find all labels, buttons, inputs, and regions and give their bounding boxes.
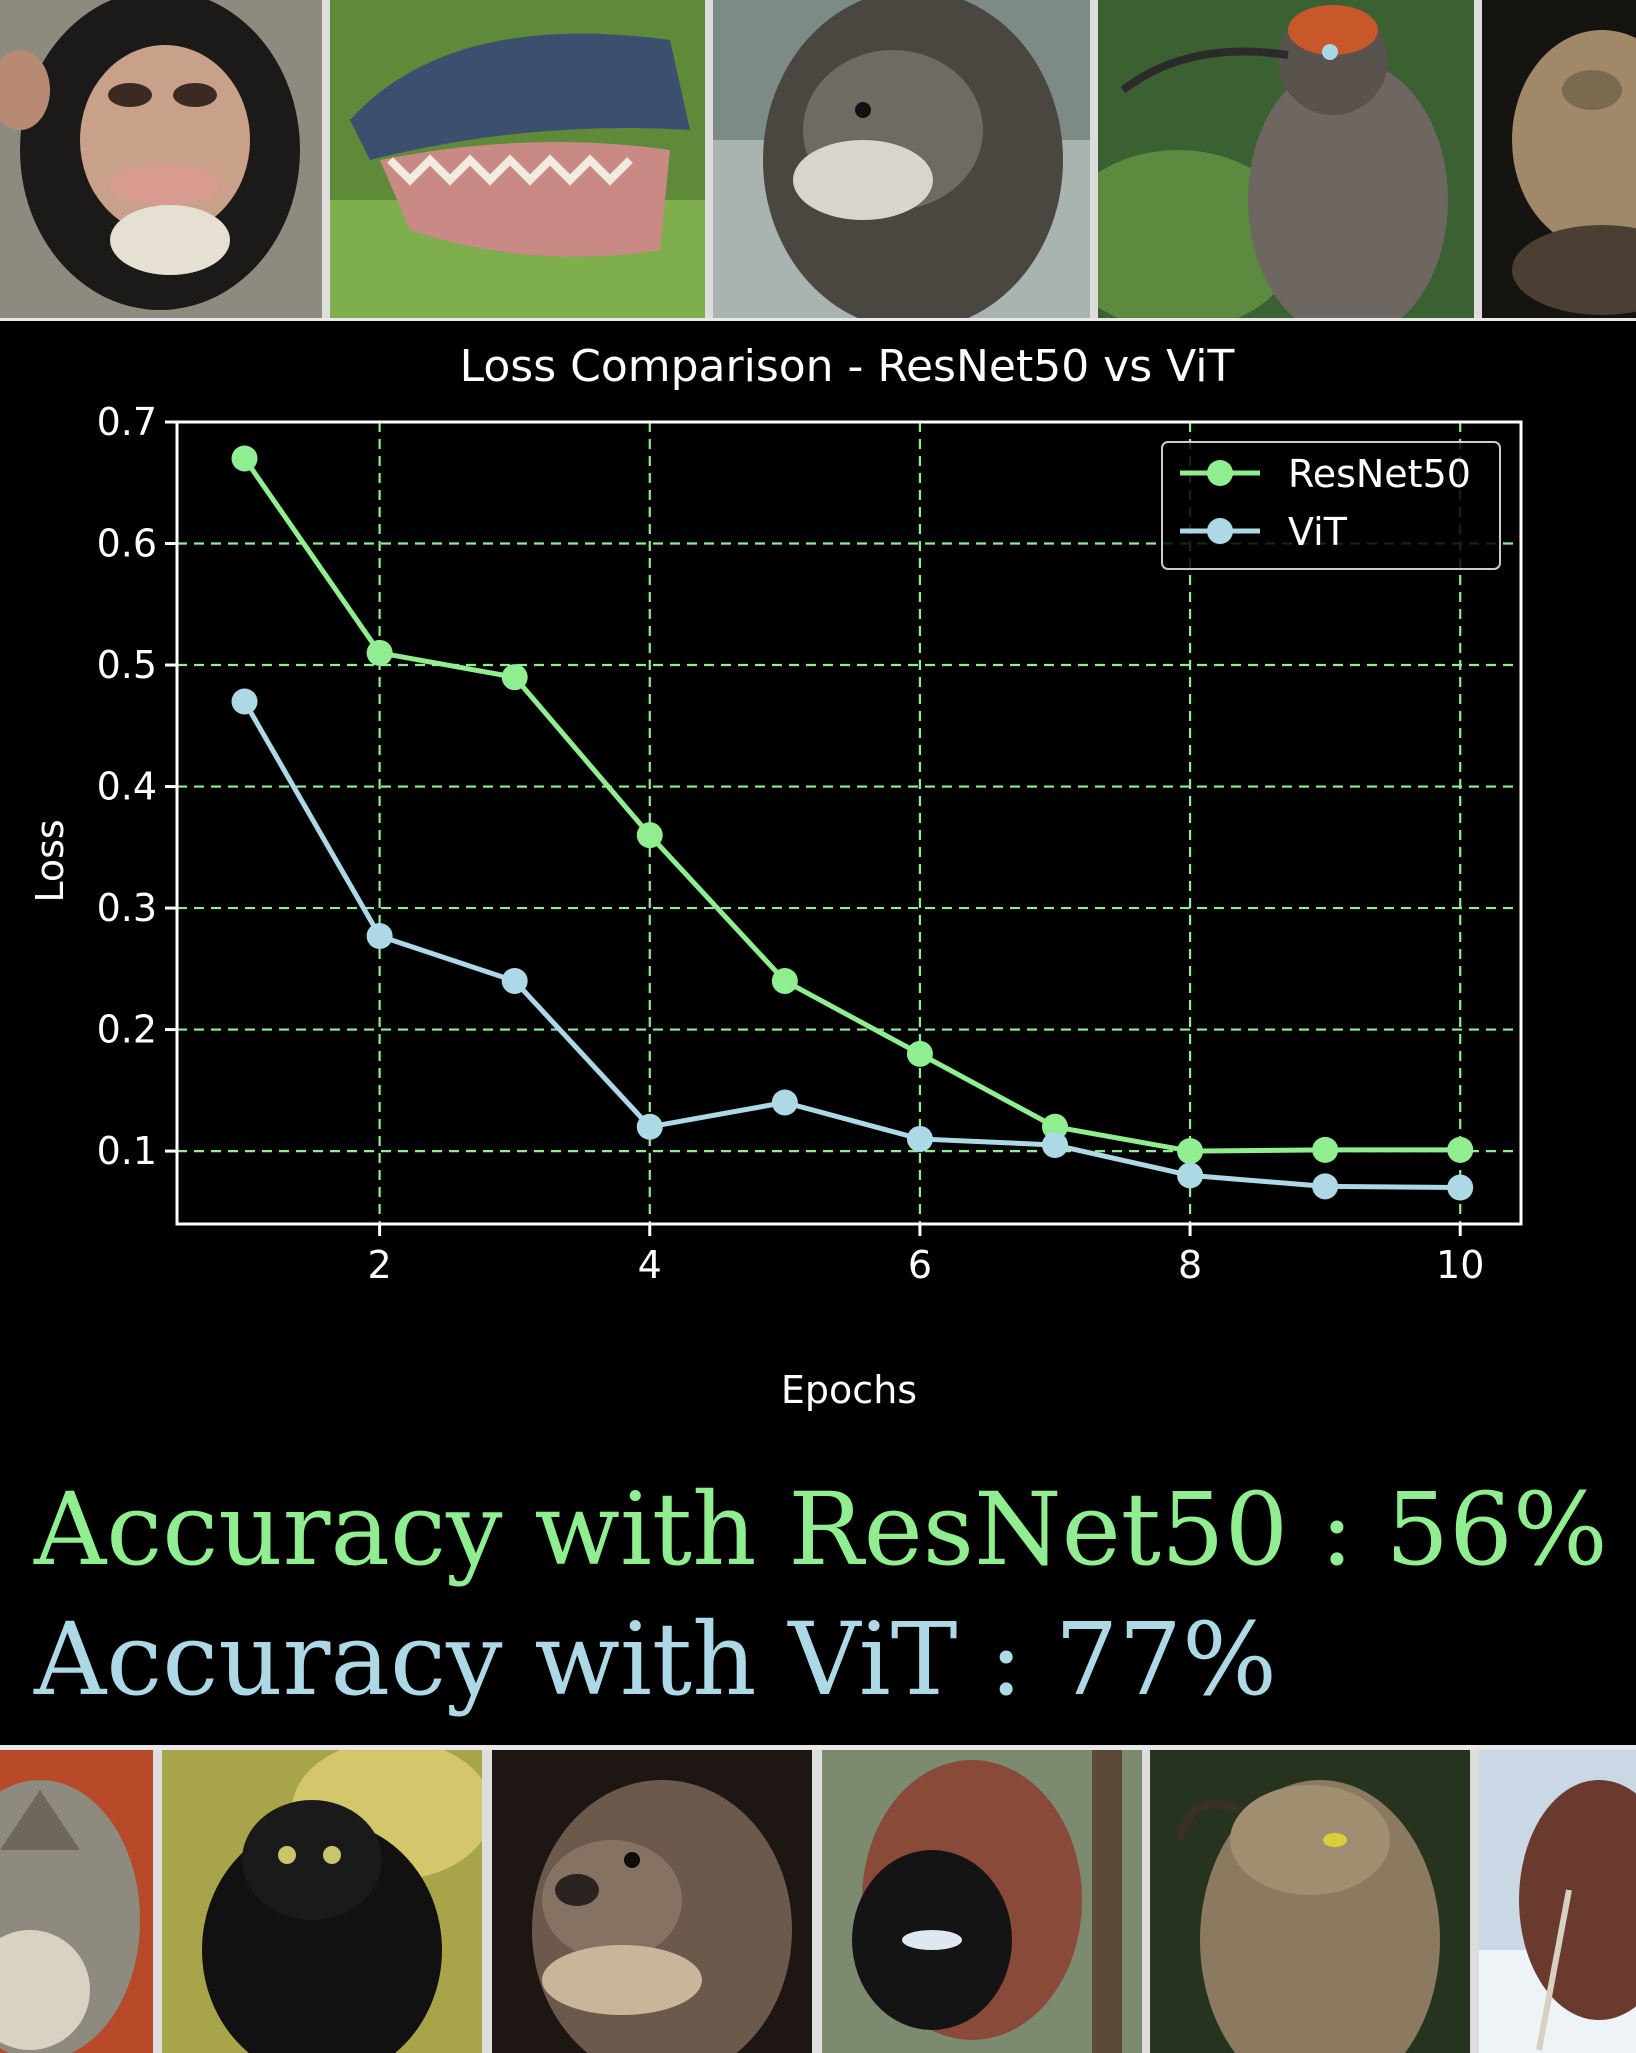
legend-marker-resnet <box>1207 460 1233 486</box>
walrus-photo <box>713 0 1090 318</box>
series-lines <box>231 445 1474 1201</box>
legend-label-resnet: ResNet50 <box>1288 452 1471 496</box>
data-point-vit <box>501 967 528 994</box>
series-line-resnet50 <box>242 457 1461 1154</box>
x-tick-label: 2 <box>368 1243 392 1287</box>
plot-frame <box>175 420 1523 1226</box>
top-photo-strip <box>0 0 1636 321</box>
data-point-resnet50 <box>771 967 798 994</box>
otter-photo <box>492 1750 812 2053</box>
y-tick-label: 0.2 <box>97 1008 157 1052</box>
loss-chart: Loss Comparison - ResNet50 vs ViT 2 4 6 8 10… <box>28 341 1523 1412</box>
series-line-vit <box>242 700 1461 1191</box>
data-point-resnet50 <box>366 639 393 666</box>
y-tick-label: 0.1 <box>97 1129 157 1173</box>
bird-of-paradise-photo <box>822 1750 1142 2053</box>
sicklebill-bird-photo <box>1098 0 1474 318</box>
data-point-resnet50 <box>501 664 528 691</box>
data-point-resnet50 <box>1041 1113 1068 1140</box>
potoo-bird-photo <box>1150 1750 1470 2053</box>
resnet-accuracy-text: Accuracy with ResNet50 : 56% <box>34 1471 1608 1588</box>
data-point-vit <box>1447 1174 1474 1201</box>
data-point-vit <box>771 1089 798 1116</box>
x-tick-label: 10 <box>1436 1243 1484 1287</box>
x-tick-label: 8 <box>1178 1243 1202 1287</box>
data-point-vit <box>906 1125 933 1152</box>
chimpanzee-photo <box>0 0 322 318</box>
legend-label-vit: ViT <box>1288 510 1348 554</box>
data-point-resnet50 <box>1177 1138 1204 1165</box>
data-point-resnet50 <box>906 1040 933 1067</box>
wolf-photo <box>0 1750 153 2053</box>
data-point-vit <box>1312 1173 1339 1200</box>
x-tick-label: 6 <box>908 1243 932 1287</box>
x-tick-label: 4 <box>638 1243 662 1287</box>
data-point-vit <box>231 688 258 715</box>
axis-ticks: 2 4 6 8 10 0.1 0.2 0.3 0.4 0.5 0.6 0.7 <box>97 400 1485 1287</box>
data-point-resnet50 <box>1447 1136 1474 1163</box>
y-tick-label: 0.6 <box>97 522 157 566</box>
bottom-photo-strip <box>0 1745 1636 2053</box>
y-tick-label: 0.4 <box>97 765 157 809</box>
data-point-vit <box>1041 1132 1068 1159</box>
y-axis-label: Loss <box>28 819 72 902</box>
data-point-vit <box>1177 1162 1204 1189</box>
data-point-resnet50 <box>636 822 663 849</box>
data-point-resnet50 <box>1312 1136 1339 1163</box>
indri-lemur-photo <box>162 1750 482 2053</box>
kiwi-bird-photo <box>1479 1750 1636 2053</box>
y-tick-label: 0.7 <box>97 400 157 444</box>
x-axis-label: Epochs <box>781 1368 917 1412</box>
y-tick-label: 0.3 <box>97 886 157 930</box>
data-point-vit <box>636 1113 663 1140</box>
legend-marker-vit <box>1207 518 1233 544</box>
toad-photo <box>1482 0 1636 318</box>
y-tick-label: 0.5 <box>97 643 157 687</box>
chart-legend: ResNet50 ViT <box>1161 441 1501 570</box>
chart-title: Loss Comparison - ResNet50 vs ViT <box>460 341 1235 392</box>
data-point-resnet50 <box>231 445 258 472</box>
vit-accuracy-text: Accuracy with ViT : 77% <box>34 1601 1277 1718</box>
data-point-vit <box>366 923 393 950</box>
alligator-photo <box>330 0 705 318</box>
